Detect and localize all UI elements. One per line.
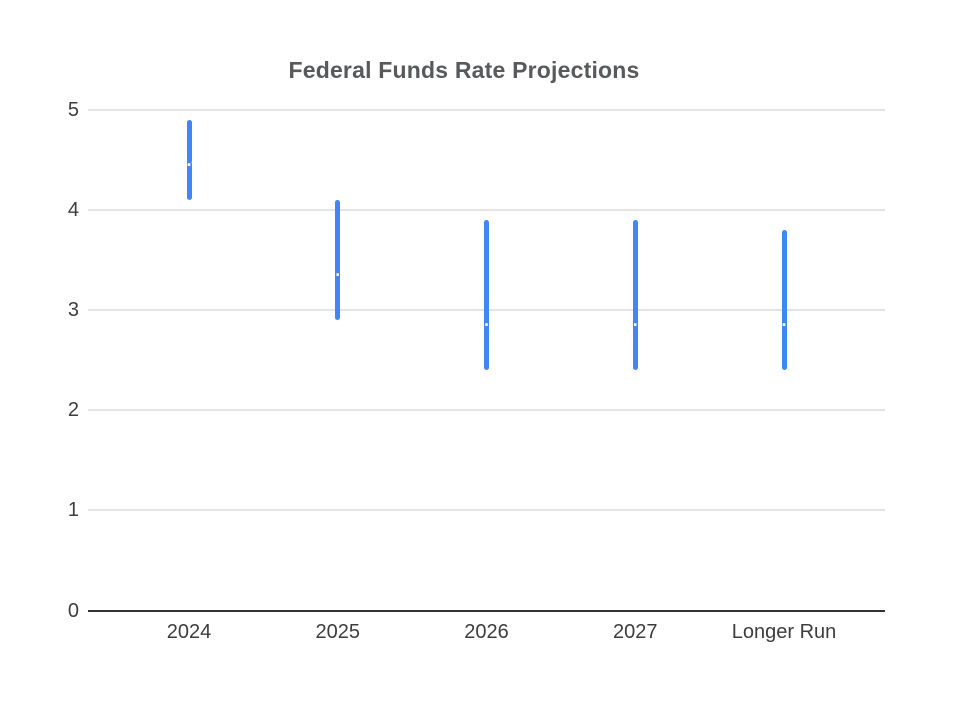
y-axis-tick-label-1: 1: [67, 499, 79, 522]
candle-2026-median-label: 2.9: [473, 309, 500, 330]
y-axis-tick-label-5: 5: [67, 98, 79, 121]
x-axis-label-2027: 2027: [613, 621, 658, 643]
gridline-1: [88, 509, 885, 512]
candle-2024-whisker[interactable]: [186, 119, 192, 200]
candle-2026-whisker[interactable]: [484, 219, 489, 371]
x-axis-baseline: [88, 609, 885, 612]
candle-longer-run-median-label: 2.9: [771, 309, 797, 330]
candle-2027-whisker[interactable]: [632, 219, 638, 371]
candle-2025-median-label: 3.4: [325, 259, 351, 280]
x-axis-label-longer-run: Longer Run: [731, 621, 837, 643]
gridline-2: [88, 409, 885, 412]
y-axis-tick-label-3: 3: [67, 298, 79, 321]
candle-2027-median-label: 2.9: [622, 309, 648, 330]
candle-2025-whisker[interactable]: [335, 199, 341, 320]
x-axis-label-2026: 2026: [464, 621, 509, 643]
x-axis-label-2024: 2024: [166, 621, 212, 643]
candle-longer-run-whisker[interactable]: [781, 229, 787, 370]
gridline-4: [88, 208, 885, 211]
chart-title: Federal Funds Rate Projections: [288, 57, 640, 83]
gridline-5: [88, 108, 885, 111]
y-axis-tick-label-4: 4: [67, 198, 79, 221]
candle-2024-median-label: 4.4: [176, 149, 202, 170]
x-axis-label-2025: 2025: [315, 621, 361, 643]
y-axis-tick-label-2: 2: [67, 399, 79, 422]
y-axis-tick-label-0: 0: [67, 599, 79, 622]
